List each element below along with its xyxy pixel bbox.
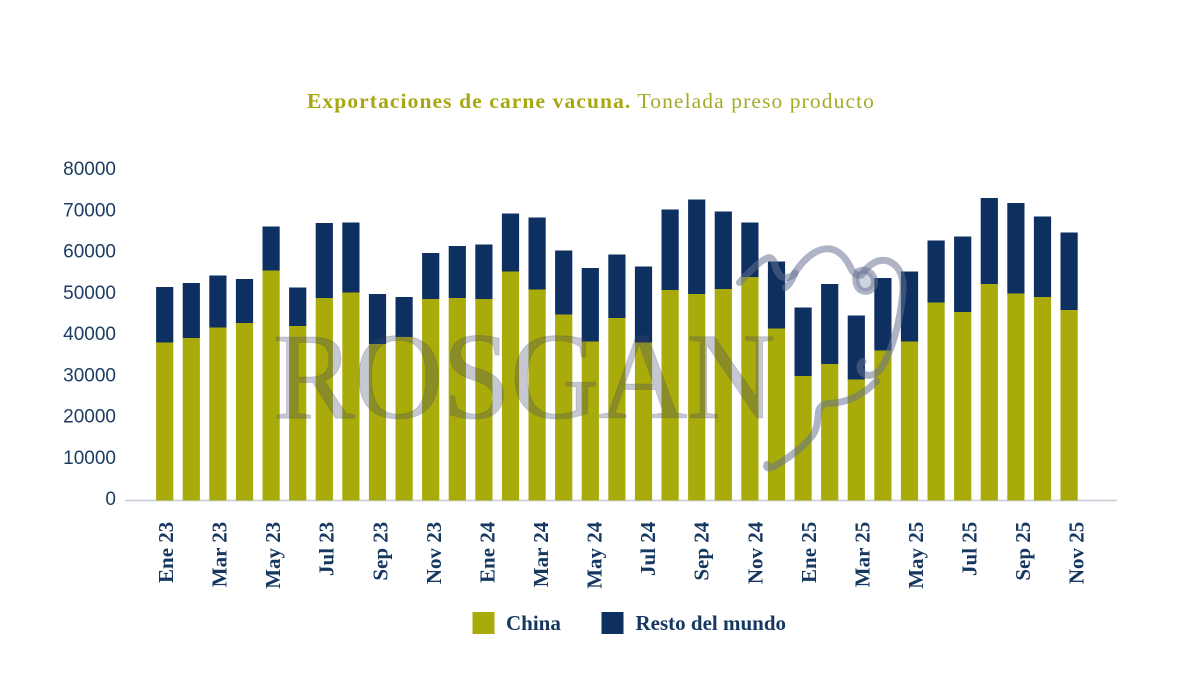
svg-text:ROSGAN: ROSGAN <box>273 308 775 445</box>
svg-text:50000: 50000 <box>63 283 116 304</box>
svg-text:10000: 10000 <box>63 448 116 469</box>
svg-text:70000: 70000 <box>63 200 116 221</box>
svg-text:Resto del mundo: Resto del mundo <box>636 611 787 635</box>
svg-text:Ene 25: Ene 25 <box>797 522 821 583</box>
svg-text:Jul 25: Jul 25 <box>958 522 982 576</box>
svg-text:Sep 24: Sep 24 <box>690 521 714 580</box>
svg-text:Jul 24: Jul 24 <box>636 521 660 576</box>
svg-text:Ene 23: Ene 23 <box>154 522 178 583</box>
svg-text:Ene 24: Ene 24 <box>475 521 499 583</box>
svg-text:Sep 23: Sep 23 <box>368 522 392 581</box>
svg-text:40000: 40000 <box>63 324 116 345</box>
svg-text:Nov 24: Nov 24 <box>743 521 767 584</box>
svg-text:Sep 25: Sep 25 <box>1011 522 1035 581</box>
svg-text:Nov 25: Nov 25 <box>1065 522 1089 584</box>
svg-text:Mar 24: Mar 24 <box>529 521 553 587</box>
svg-text:60000: 60000 <box>63 242 116 263</box>
svg-text:Mar 25: Mar 25 <box>850 522 874 588</box>
svg-text:China: China <box>506 611 561 635</box>
svg-text:Nov 23: Nov 23 <box>422 522 446 584</box>
svg-text:Mar 23: Mar 23 <box>208 522 232 588</box>
svg-text:30000: 30000 <box>63 365 116 386</box>
svg-text:20000: 20000 <box>63 407 116 428</box>
svg-text:Exportaciones de carne vacuna.: Exportaciones de carne vacuna. Tonelada … <box>307 89 875 113</box>
svg-text:May 23: May 23 <box>261 522 285 589</box>
svg-text:Jul 23: Jul 23 <box>315 522 339 576</box>
svg-text:80000: 80000 <box>63 159 116 180</box>
svg-text:May 24: May 24 <box>583 521 607 589</box>
svg-text:May 25: May 25 <box>904 522 928 589</box>
svg-text:0: 0 <box>105 489 116 510</box>
